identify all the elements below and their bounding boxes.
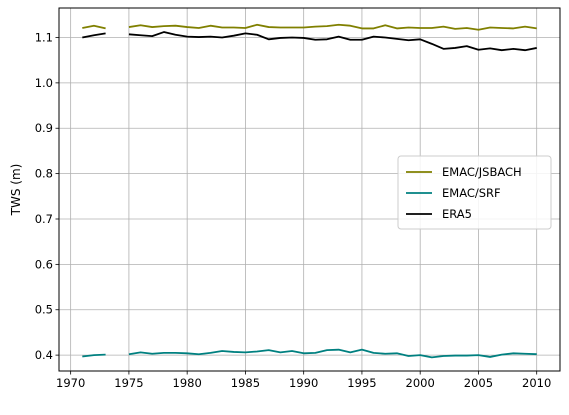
x-tick-label: 1980 [173, 376, 202, 390]
y-axis-label: TWS (m) [9, 164, 23, 217]
series-layer [82, 23, 537, 359]
x-tick-label: 2005 [464, 376, 493, 390]
y-tick-label: 0.7 [35, 212, 53, 226]
series-emac-srf [82, 348, 537, 359]
y-tick-label: 0.4 [35, 348, 53, 362]
x-axis-ticks: 1970 1975 1980 1985 1990 1995 2000 2005 2010 [56, 371, 551, 390]
series-line [128, 31, 537, 52]
legend-label: EMAC/JSBACH [442, 165, 522, 179]
x-tick-label: 1985 [231, 376, 260, 390]
plot-frame [58, 7, 561, 372]
x-tick-label: 2010 [522, 376, 551, 390]
y-tick-label: 0.9 [35, 121, 53, 135]
series-line [82, 24, 106, 30]
x-tick-label: 2000 [406, 376, 435, 390]
series-line [128, 348, 537, 359]
legend: EMAC/JSBACH EMAC/SRF ERA5 [397, 155, 552, 230]
y-tick-label: 1.0 [35, 76, 53, 90]
x-tick-label: 1995 [347, 376, 376, 390]
series-line [82, 32, 106, 39]
y-tick-label: 1.1 [35, 30, 53, 44]
series-era5 [82, 31, 537, 52]
y-tick-label: 0.5 [35, 303, 53, 317]
legend-label: ERA5 [442, 207, 472, 221]
legend-box [397, 155, 552, 230]
series-line [128, 23, 537, 31]
x-tick-label: 1970 [56, 376, 85, 390]
y-tick-label: 0.6 [35, 257, 53, 271]
series-line [82, 353, 106, 358]
x-tick-label: 1990 [289, 376, 318, 390]
legend-label: EMAC/SRF [442, 186, 501, 200]
y-axis-ticks: 0.4 0.5 0.6 0.7 0.8 0.9 1.0 1.1 [35, 30, 59, 362]
y-tick-label: 0.8 [35, 167, 53, 181]
series-emac-jsbach [82, 23, 537, 31]
x-tick-label: 1975 [114, 376, 143, 390]
